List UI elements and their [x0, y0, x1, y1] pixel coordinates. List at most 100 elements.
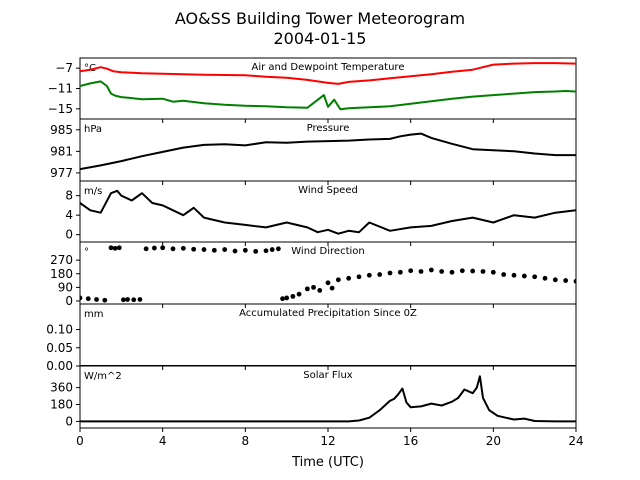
data-point	[222, 247, 228, 252]
y-tick-label: 0	[65, 228, 73, 242]
y-tick-label: 180	[50, 398, 73, 412]
data-point	[470, 268, 476, 274]
data-point	[563, 278, 569, 283]
data-point	[480, 269, 486, 274]
data-point	[325, 280, 331, 286]
data-point	[94, 297, 99, 302]
y-tick-label: −15	[48, 102, 73, 116]
data-point	[160, 245, 166, 251]
data-point	[490, 269, 496, 275]
panel-4: 0.10 0.05 0.00 mm Accumulated Precipitation …	[46, 303, 577, 373]
panels-group: −7 −11 −15 °C Air and Dewpoint Temperature 98…	[46, 57, 577, 432]
y-tick-label: 985	[50, 123, 73, 137]
panel-unit-label: m/s	[84, 186, 102, 197]
panel-title: Wind Direction	[291, 246, 365, 257]
series-line	[80, 375, 576, 423]
figure-subtitle: 2004-01-15	[274, 29, 367, 48]
x-tick-label: 16	[403, 434, 418, 448]
data-point	[521, 273, 527, 279]
panel-title: Solar Flux	[303, 370, 353, 381]
y-tick-label: −7	[55, 61, 73, 75]
data-point	[80, 295, 83, 301]
data-point	[121, 297, 126, 303]
panel-title: Pressure	[307, 123, 350, 134]
y-tick-label: 360	[50, 381, 73, 395]
panel-0: −7 −11 −15 °C Air and Dewpoint Temperature	[48, 57, 577, 123]
data-point	[501, 272, 507, 277]
y-tick-label: 8	[65, 189, 73, 203]
data-point	[366, 272, 372, 278]
data-point	[108, 245, 114, 251]
y-tick-label: 0	[65, 294, 73, 308]
data-point	[232, 248, 238, 254]
panel-data	[80, 245, 576, 303]
data-point	[116, 245, 122, 251]
data-point	[263, 248, 269, 254]
panel-unit-label: hPa	[84, 124, 102, 135]
data-point	[428, 267, 434, 273]
data-point	[143, 246, 149, 252]
panel-1: 985 981 977 hPa Pressure	[50, 118, 577, 185]
data-point	[377, 272, 383, 277]
series-line	[80, 80, 576, 111]
data-point	[329, 285, 335, 291]
y-tick-label: 0.10	[46, 323, 73, 337]
data-point	[125, 297, 130, 302]
y-tick-label: 981	[50, 144, 73, 158]
data-point	[137, 297, 143, 302]
data-point	[131, 297, 137, 303]
panel-5: 360 180 0 W/m^2 Solar Flux	[50, 365, 577, 432]
data-point	[573, 278, 576, 284]
data-point	[408, 268, 414, 274]
panel-title: Accumulated Precipitation Since 0Z	[239, 308, 417, 319]
series-line	[80, 132, 576, 171]
panel-unit-label: mm	[84, 309, 103, 320]
panel-unit-label: W/m^2	[84, 371, 122, 382]
x-axis: 0 4 8 12 16 20 24	[76, 434, 583, 448]
data-point	[280, 296, 285, 302]
data-point	[542, 275, 548, 281]
y-tick-label: 4	[65, 208, 73, 222]
data-point	[311, 284, 316, 290]
data-point	[152, 245, 157, 251]
x-tick-label: 4	[159, 434, 167, 448]
data-point	[211, 247, 217, 253]
data-point	[439, 269, 445, 274]
data-point	[85, 296, 91, 302]
x-axis-label: Time (UTC)	[291, 455, 364, 470]
data-point	[284, 295, 290, 301]
panel-title: Wind Speed	[298, 185, 358, 196]
x-tick-label: 20	[486, 434, 501, 448]
series-line	[80, 62, 576, 85]
data-point	[296, 291, 302, 297]
data-point	[459, 268, 465, 274]
figure-title: AO&SS Building Tower Meteorogram	[175, 9, 465, 28]
panel-data	[80, 132, 576, 171]
data-point	[304, 286, 310, 292]
y-tick-label: 90	[58, 280, 73, 294]
y-tick-label: 0	[65, 414, 73, 428]
data-point	[112, 245, 118, 251]
panel-unit-label: °C	[84, 63, 96, 74]
panel-data	[80, 189, 576, 235]
x-tick-label: 0	[76, 434, 84, 448]
data-point	[276, 246, 281, 252]
data-point	[269, 247, 275, 252]
data-point	[397, 269, 403, 275]
y-tick-label: 0.05	[46, 341, 73, 355]
panel-unit-label: °	[84, 247, 89, 258]
data-point	[356, 274, 362, 280]
series-line	[80, 189, 576, 235]
data-point	[418, 269, 424, 274]
x-tick-label: 12	[320, 434, 335, 448]
data-point	[170, 246, 176, 252]
data-point	[102, 297, 108, 303]
x-tick-label: 8	[242, 434, 250, 448]
data-point	[317, 287, 323, 293]
data-point	[387, 270, 393, 276]
y-tick-label: 977	[50, 166, 73, 180]
data-point	[201, 247, 207, 252]
data-point	[242, 247, 248, 253]
